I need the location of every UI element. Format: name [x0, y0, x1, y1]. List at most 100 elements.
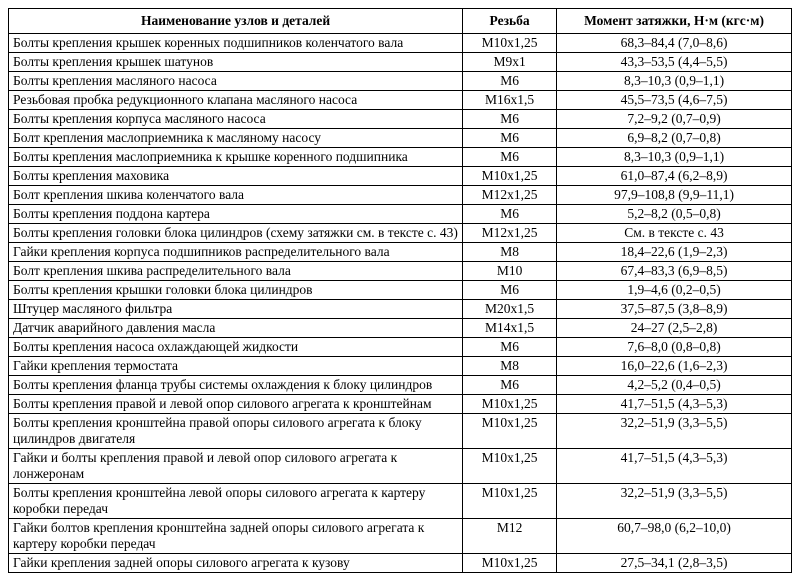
- table-row: Болты крепления кронштейна правой опоры …: [9, 414, 792, 449]
- cell-torque: См. в тексте с. 43: [557, 224, 792, 243]
- cell-thread: М10: [463, 262, 557, 281]
- table-row: Болты крепления крышки головки блока цил…: [9, 281, 792, 300]
- cell-name: Болты крепления корпуса масляного насоса: [9, 110, 463, 129]
- cell-thread: М6: [463, 376, 557, 395]
- cell-torque: 1,9–4,6 (0,2–0,5): [557, 281, 792, 300]
- cell-thread: М10х1,25: [463, 34, 557, 53]
- cell-name: Резьбовая пробка редукционного клапана м…: [9, 91, 463, 110]
- cell-thread: М6: [463, 281, 557, 300]
- cell-name: Гайки и болты крепления правой и левой о…: [9, 449, 463, 484]
- cell-torque: 61,0–87,4 (6,2–8,9): [557, 167, 792, 186]
- cell-thread: М9х1: [463, 53, 557, 72]
- cell-name: Болт крепления шкива распределительного …: [9, 262, 463, 281]
- cell-thread: М6: [463, 205, 557, 224]
- cell-torque: 8,3–10,3 (0,9–1,1): [557, 72, 792, 91]
- cell-name: Штуцер масляного фильтра: [9, 300, 463, 319]
- table-row: Болт крепления шкива коленчатого валаМ12…: [9, 186, 792, 205]
- table-row: Болты крепления головки блока цилиндров …: [9, 224, 792, 243]
- cell-torque: 6,9–8,2 (0,7–0,8): [557, 129, 792, 148]
- cell-thread: М10х1,25: [463, 395, 557, 414]
- table-row: Болты крепления насоса охлаждающей жидко…: [9, 338, 792, 357]
- cell-name: Болты крепления крышки головки блока цил…: [9, 281, 463, 300]
- cell-name: Гайки крепления термостата: [9, 357, 463, 376]
- table-row: Болты крепления поддона картераМ65,2–8,2…: [9, 205, 792, 224]
- table-row: Датчик аварийного давления маслаМ14х1,52…: [9, 319, 792, 338]
- cell-thread: М6: [463, 129, 557, 148]
- table-row: Болты крепления крышек коренных подшипни…: [9, 34, 792, 53]
- cell-name: Болты крепления головки блока цилиндров …: [9, 224, 463, 243]
- table-row: Гайки крепления задней опоры силового аг…: [9, 554, 792, 573]
- cell-torque: 67,4–83,3 (6,9–8,5): [557, 262, 792, 281]
- cell-torque: 8,3–10,3 (0,9–1,1): [557, 148, 792, 167]
- cell-torque: 37,5–87,5 (3,8–8,9): [557, 300, 792, 319]
- cell-name: Болты крепления насоса охлаждающей жидко…: [9, 338, 463, 357]
- cell-thread: М6: [463, 110, 557, 129]
- cell-thread: М12: [463, 519, 557, 554]
- table-row: Болты крепления масляного насосаМ68,3–10…: [9, 72, 792, 91]
- cell-torque: 24–27 (2,5–2,8): [557, 319, 792, 338]
- cell-torque: 27,5–34,1 (2,8–3,5): [557, 554, 792, 573]
- cell-name: Датчик аварийного давления масла: [9, 319, 463, 338]
- table-row: Гайки болтов крепления кронштейна задней…: [9, 519, 792, 554]
- table-header-row: Наименование узлов и деталей Резьба Моме…: [9, 9, 792, 34]
- cell-torque: 41,7–51,5 (4,3–5,3): [557, 449, 792, 484]
- cell-torque: 7,6–8,0 (0,8–0,8): [557, 338, 792, 357]
- cell-torque: 16,0–22,6 (1,6–2,3): [557, 357, 792, 376]
- cell-name: Гайки болтов крепления кронштейна задней…: [9, 519, 463, 554]
- cell-torque: 97,9–108,8 (9,9–11,1): [557, 186, 792, 205]
- table-row: Болты крепления маховикаМ10х1,2561,0–87,…: [9, 167, 792, 186]
- cell-name: Болты крепления фланца трубы системы охл…: [9, 376, 463, 395]
- cell-thread: М10х1,25: [463, 167, 557, 186]
- cell-thread: М6: [463, 72, 557, 91]
- col-name: Наименование узлов и деталей: [9, 9, 463, 34]
- table-row: Болты крепления фланца трубы системы охл…: [9, 376, 792, 395]
- table-row: Болты крепления кронштейна левой опоры с…: [9, 484, 792, 519]
- cell-torque: 41,7–51,5 (4,3–5,3): [557, 395, 792, 414]
- table-row: Гайки и болты крепления правой и левой о…: [9, 449, 792, 484]
- cell-torque: 68,3–84,4 (7,0–8,6): [557, 34, 792, 53]
- cell-name: Болт крепления шкива коленчатого вала: [9, 186, 463, 205]
- cell-thread: М6: [463, 148, 557, 167]
- cell-name: Гайки крепления задней опоры силового аг…: [9, 554, 463, 573]
- cell-name: Болт крепления маслоприемника к масляном…: [9, 129, 463, 148]
- col-torque: Момент затяжки, Н·м (кгс·м): [557, 9, 792, 34]
- cell-thread: М8: [463, 357, 557, 376]
- cell-torque: 32,2–51,9 (3,3–5,5): [557, 484, 792, 519]
- cell-name: Болты крепления правой и левой опор сило…: [9, 395, 463, 414]
- cell-thread: М10х1,25: [463, 484, 557, 519]
- cell-name: Болты крепления кронштейна правой опоры …: [9, 414, 463, 449]
- table-row: Гайки крепления корпуса подшипников расп…: [9, 243, 792, 262]
- cell-thread: М8: [463, 243, 557, 262]
- cell-torque: 43,3–53,5 (4,4–5,5): [557, 53, 792, 72]
- cell-torque: 5,2–8,2 (0,5–0,8): [557, 205, 792, 224]
- cell-thread: М14х1,5: [463, 319, 557, 338]
- cell-name: Болты крепления маслоприемника к крышке …: [9, 148, 463, 167]
- cell-torque: 7,2–9,2 (0,7–0,9): [557, 110, 792, 129]
- cell-name: Болты крепления масляного насоса: [9, 72, 463, 91]
- cell-thread: М6: [463, 338, 557, 357]
- cell-torque: 60,7–98,0 (6,2–10,0): [557, 519, 792, 554]
- cell-name: Болты крепления маховика: [9, 167, 463, 186]
- table-row: Болт крепления шкива распределительного …: [9, 262, 792, 281]
- cell-name: Болты крепления поддона картера: [9, 205, 463, 224]
- cell-torque: 32,2–51,9 (3,3–5,5): [557, 414, 792, 449]
- table-row: Болты крепления правой и левой опор сило…: [9, 395, 792, 414]
- cell-thread: М10х1,25: [463, 449, 557, 484]
- table-row: Болты крепления маслоприемника к крышке …: [9, 148, 792, 167]
- cell-torque: 45,5–73,5 (4,6–7,5): [557, 91, 792, 110]
- table-row: Болты крепления корпуса масляного насоса…: [9, 110, 792, 129]
- table-row: Болт крепления маслоприемника к масляном…: [9, 129, 792, 148]
- table-row: Болты крепления крышек шатуновМ9х143,3–5…: [9, 53, 792, 72]
- cell-name: Болты крепления крышек коренных подшипни…: [9, 34, 463, 53]
- col-thread: Резьба: [463, 9, 557, 34]
- table-row: Резьбовая пробка редукционного клапана м…: [9, 91, 792, 110]
- cell-name: Болты крепления крышек шатунов: [9, 53, 463, 72]
- cell-torque: 4,2–5,2 (0,4–0,5): [557, 376, 792, 395]
- cell-thread: М20х1,5: [463, 300, 557, 319]
- table-row: Гайки крепления термостатаМ816,0–22,6 (1…: [9, 357, 792, 376]
- table-row: Штуцер масляного фильтраМ20х1,537,5–87,5…: [9, 300, 792, 319]
- cell-name: Болты крепления кронштейна левой опоры с…: [9, 484, 463, 519]
- cell-thread: М16х1,5: [463, 91, 557, 110]
- cell-thread: М10х1,25: [463, 554, 557, 573]
- cell-torque: 18,4–22,6 (1,9–2,3): [557, 243, 792, 262]
